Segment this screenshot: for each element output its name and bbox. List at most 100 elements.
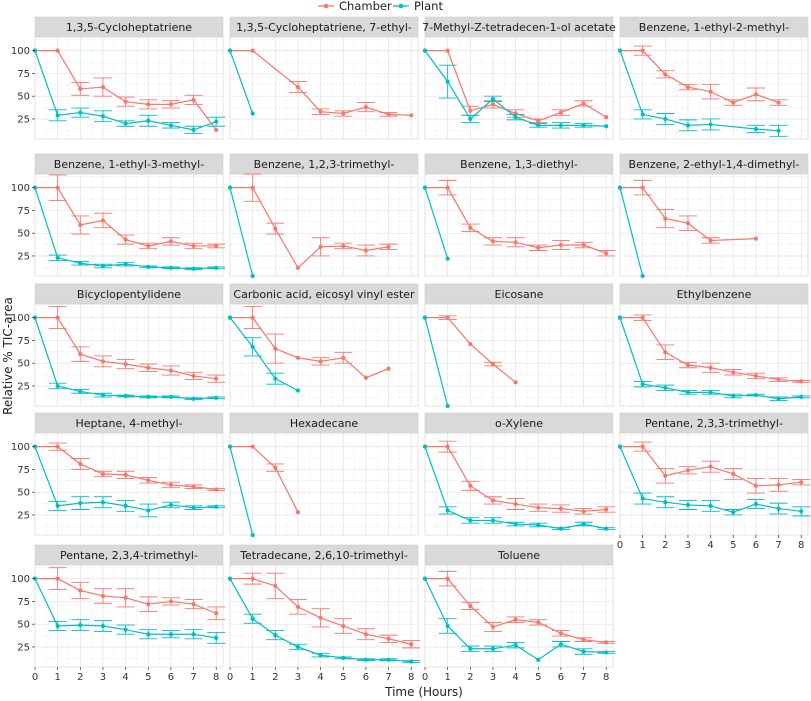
chamber-point bbox=[536, 118, 541, 123]
facet-panel: Benzene, 1,2,3-trimethyl- bbox=[227, 153, 419, 279]
y-tick-label: 75 bbox=[17, 69, 30, 80]
plant-point bbox=[468, 116, 473, 122]
plant-point bbox=[536, 522, 541, 528]
chamber-point bbox=[295, 604, 301, 609]
facet-strip bbox=[229, 544, 419, 566]
facet-panel: Pentane, 2,3,3-trimethyl- bbox=[617, 412, 811, 536]
plant-series bbox=[227, 48, 255, 116]
panel-background bbox=[619, 303, 809, 407]
legend-chamber-label: Chamber bbox=[339, 0, 392, 13]
plant-line bbox=[619, 187, 644, 277]
facet-title: Bicyclopentylidene bbox=[77, 288, 181, 301]
chamber-series bbox=[227, 444, 301, 515]
chamber-point bbox=[581, 509, 586, 514]
plant-line bbox=[229, 317, 299, 392]
chamber-point bbox=[191, 97, 196, 102]
chamber-point bbox=[78, 461, 83, 467]
chamber-point bbox=[250, 444, 255, 449]
plant-line bbox=[229, 446, 254, 536]
facet-title: Toluene bbox=[497, 549, 540, 562]
x-tick-label: 6 bbox=[753, 540, 759, 551]
plant-point bbox=[250, 344, 255, 349]
chamber-series bbox=[617, 179, 759, 244]
facet-strip bbox=[424, 283, 614, 305]
x-tick-label: 0 bbox=[422, 672, 428, 683]
chamber-point bbox=[55, 48, 60, 53]
chamber-point bbox=[558, 242, 564, 248]
plant-point bbox=[227, 315, 233, 320]
chamber-series bbox=[227, 306, 391, 380]
chamber-point bbox=[168, 368, 174, 373]
chamber-point bbox=[753, 373, 759, 379]
chamber-point bbox=[100, 218, 106, 223]
plant-point bbox=[581, 649, 586, 654]
panel-background bbox=[229, 432, 419, 536]
plant-point bbox=[295, 644, 301, 650]
plant-point bbox=[227, 576, 233, 581]
panel-background bbox=[424, 303, 614, 407]
plant-line bbox=[424, 317, 449, 407]
chamber-point bbox=[100, 471, 106, 477]
chamber-series bbox=[32, 306, 226, 383]
x-tick-label: 3 bbox=[490, 672, 496, 683]
x-tick-label: 4 bbox=[122, 672, 128, 683]
y-tick-label: 100 bbox=[11, 183, 30, 194]
chamber-point bbox=[663, 473, 668, 478]
plant-point bbox=[445, 508, 450, 513]
plant-point bbox=[731, 510, 736, 515]
plant-point bbox=[214, 395, 219, 400]
plant-point bbox=[250, 616, 255, 621]
chamber-point bbox=[191, 373, 196, 379]
facet-title: Hexadecane bbox=[290, 417, 359, 430]
chamber-point bbox=[558, 506, 564, 511]
chamber-point bbox=[685, 84, 691, 90]
y-tick-label: 75 bbox=[17, 597, 30, 608]
x-axis-title: Time (Hours) bbox=[384, 685, 463, 699]
legend: Chamber Plant bbox=[318, 0, 443, 13]
plant-point bbox=[604, 650, 609, 655]
chamber-point bbox=[685, 362, 691, 368]
plant-point bbox=[708, 390, 713, 395]
plant-series bbox=[422, 185, 450, 261]
chamber-point bbox=[513, 501, 518, 507]
y-axis-title: Relative % TIC-area bbox=[1, 297, 15, 415]
chamber-point bbox=[386, 366, 391, 371]
chamber-point bbox=[490, 102, 496, 107]
chamber-point bbox=[146, 602, 151, 607]
x-tick-label: 4 bbox=[512, 672, 518, 683]
plant-point bbox=[490, 518, 496, 523]
panel-background bbox=[229, 173, 419, 277]
plant-point bbox=[558, 526, 564, 531]
facet-strip bbox=[34, 544, 224, 566]
chamber-point bbox=[708, 238, 713, 243]
chamber-point bbox=[341, 243, 346, 249]
chamber-line bbox=[230, 187, 389, 269]
y-tick-label: 25 bbox=[17, 381, 30, 392]
plant-point bbox=[640, 382, 645, 387]
plant-point bbox=[468, 518, 473, 523]
plant-point bbox=[617, 185, 623, 190]
chamber-point bbox=[191, 484, 196, 489]
facet-panel: 1,3,5-Cycloheptatriene bbox=[32, 16, 226, 140]
chamber-series bbox=[227, 572, 421, 649]
plant-point bbox=[753, 126, 759, 132]
plant-point bbox=[55, 255, 60, 260]
panel-background bbox=[424, 432, 614, 536]
y-tick-label: 50 bbox=[17, 229, 30, 240]
chamber-point bbox=[445, 444, 450, 449]
x-tick-label: 4 bbox=[317, 672, 323, 683]
chamber-point bbox=[490, 239, 496, 244]
chamber-point bbox=[295, 355, 301, 360]
y-tick-label: 50 bbox=[17, 359, 30, 370]
facet-title: Heptane, 4-methyl- bbox=[75, 417, 182, 430]
plant-point bbox=[663, 116, 668, 122]
plant-point bbox=[468, 646, 473, 651]
plant-point bbox=[422, 48, 428, 53]
plant-point bbox=[490, 646, 496, 651]
chamber-point bbox=[490, 498, 496, 503]
chamber-point bbox=[731, 100, 736, 105]
chamber-point bbox=[640, 185, 645, 190]
y-tick-label: 100 bbox=[11, 574, 30, 585]
x-tick-label: 8 bbox=[603, 672, 609, 683]
facet-title: Carbonic acid, eicosyl vinyl ester bbox=[233, 288, 415, 301]
